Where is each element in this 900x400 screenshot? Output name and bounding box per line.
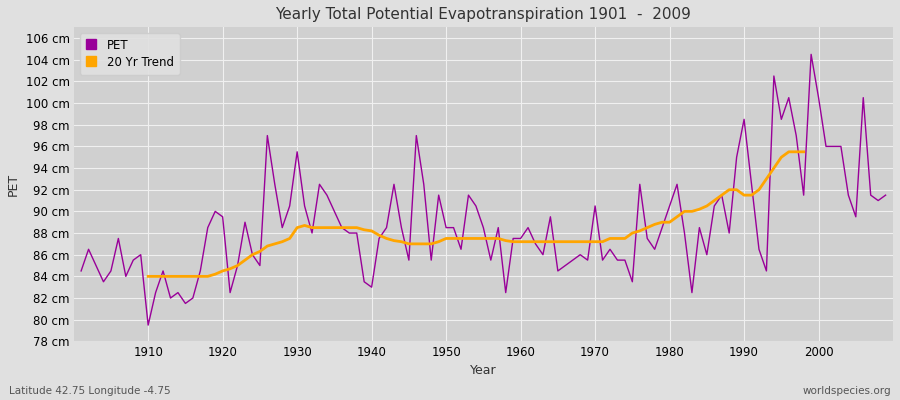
- X-axis label: Year: Year: [470, 364, 497, 377]
- Title: Yearly Total Potential Evapotranspiration 1901  -  2009: Yearly Total Potential Evapotranspiratio…: [275, 7, 691, 22]
- Text: Latitude 42.75 Longitude -4.75: Latitude 42.75 Longitude -4.75: [9, 386, 171, 396]
- Legend: PET, 20 Yr Trend: PET, 20 Yr Trend: [79, 33, 180, 74]
- Y-axis label: PET: PET: [7, 173, 20, 196]
- Text: worldspecies.org: worldspecies.org: [803, 386, 891, 396]
